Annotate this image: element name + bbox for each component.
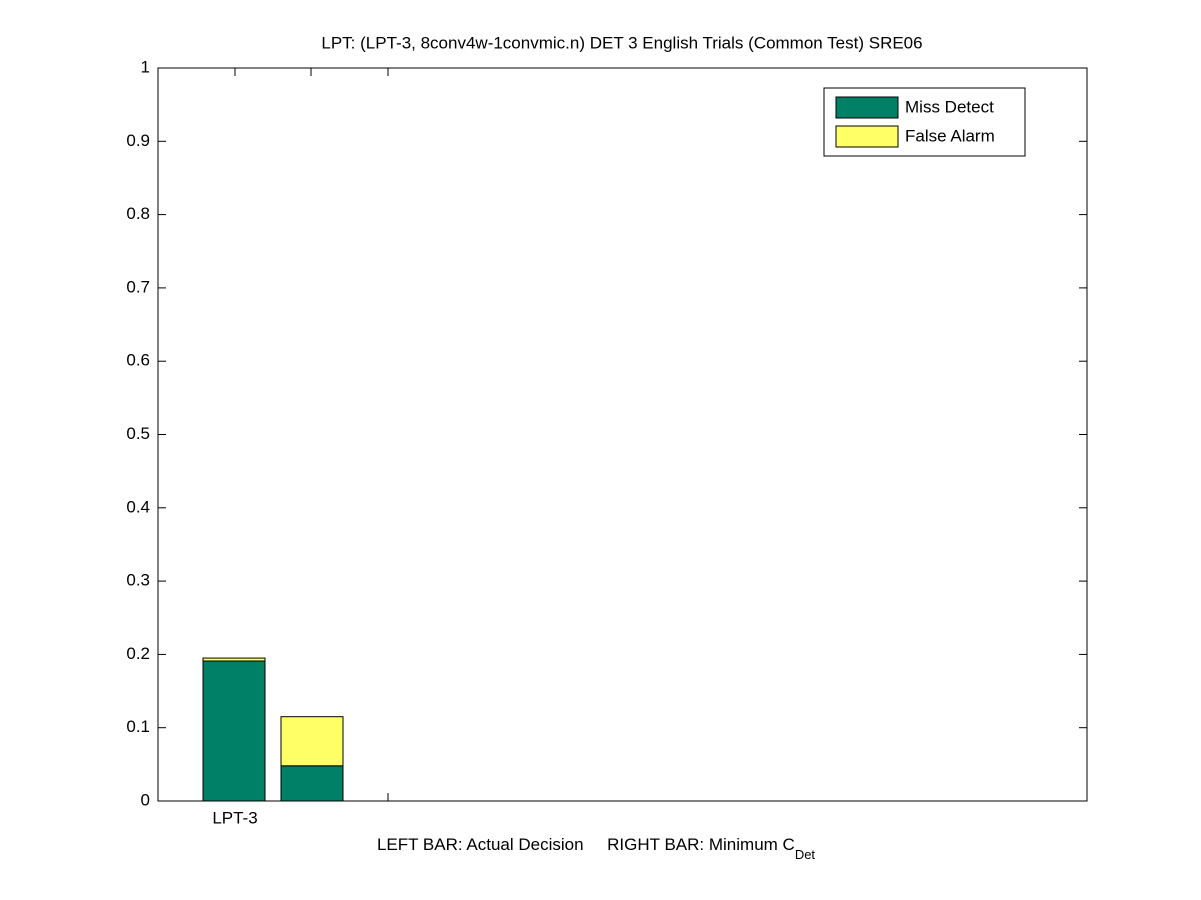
- y-tick-label: 0.2: [126, 644, 150, 663]
- y-tick-label: 0.9: [126, 131, 150, 150]
- bar-segment: [202, 657, 266, 662]
- y-tick-label: 0.7: [126, 277, 150, 296]
- bar-segment: [280, 716, 344, 767]
- y-tick-label: 0: [141, 790, 150, 809]
- y-tick-label: 1: [141, 57, 150, 76]
- x-tick-marks: [234, 68, 389, 801]
- plot-area: [157, 67, 1088, 802]
- bar-segment: [202, 660, 266, 802]
- x-label-text: LEFT BAR: Actual Decision RIGHT BAR: Min…: [377, 835, 795, 854]
- x-axis-label: LEFT BAR: Actual Decision RIGHT BAR: Min…: [377, 835, 815, 862]
- x-tick-label: LPT-3: [212, 808, 257, 827]
- y-tick-label: 0.3: [126, 571, 150, 590]
- legend-swatch: [835, 96, 899, 119]
- bar-segment: [280, 765, 344, 802]
- legend-swatch: [835, 125, 899, 148]
- x-label-subscript: Det: [795, 847, 816, 862]
- chart-title: LPT: (LPT-3, 8conv4w-1convmic.n) DET 3 E…: [321, 33, 922, 52]
- y-tick-label: 0.6: [126, 351, 150, 370]
- y-tick-label: 0.5: [126, 424, 150, 443]
- y-tick-label: 0.1: [126, 717, 150, 736]
- legend-label: False Alarm: [905, 126, 995, 145]
- y-tick-label: 0.8: [126, 204, 150, 223]
- legend-label: Miss Detect: [905, 97, 994, 116]
- y-tick-label: 0.4: [126, 497, 150, 516]
